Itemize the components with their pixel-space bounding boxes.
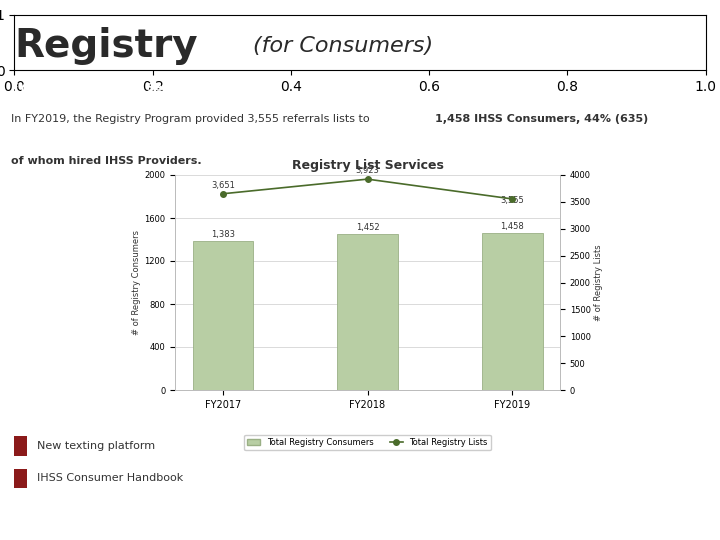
Bar (192, 241, 253, 390)
Text: In FY2019, the Registry Program provided 3,555 referrals lists to: In FY2019, the Registry Program provided… (11, 114, 373, 124)
Bar (482, 233, 542, 390)
Text: 1,452: 1,452 (356, 223, 379, 232)
Y-axis label: # of Registry Consumers: # of Registry Consumers (132, 230, 141, 335)
Bar (14, 436, 27, 456)
Text: 3,923: 3,923 (356, 166, 379, 176)
Text: New Updates: New Updates (11, 411, 94, 422)
Title: Registry List Services: Registry List Services (292, 159, 444, 172)
Legend: Total Registry Consumers, Total Registry Lists: Total Registry Consumers, Total Registry… (244, 435, 491, 450)
Text: IHSS Consumer Handbook: IHSS Consumer Handbook (37, 474, 184, 483)
Text: FY2019  |  Number of Served: FY2019 | Number of Served (11, 84, 190, 94)
Text: Registry: Registry (14, 27, 198, 65)
Y-axis label: # of Registry Lists: # of Registry Lists (593, 244, 603, 321)
Text: 1,458 IHSS Consumers, 44% (635): 1,458 IHSS Consumers, 44% (635) (435, 114, 648, 124)
Text: (for Consumers): (for Consumers) (253, 36, 433, 56)
Text: 3,555: 3,555 (500, 197, 524, 205)
Bar (14, 469, 27, 488)
Text: of whom hired IHSS Providers.: of whom hired IHSS Providers. (11, 156, 202, 166)
Text: 1,458: 1,458 (500, 222, 524, 231)
Text: 3,651: 3,651 (211, 181, 235, 190)
Text: 1,383: 1,383 (211, 231, 235, 239)
Bar (337, 234, 398, 390)
Text: New texting platform: New texting platform (37, 441, 156, 451)
